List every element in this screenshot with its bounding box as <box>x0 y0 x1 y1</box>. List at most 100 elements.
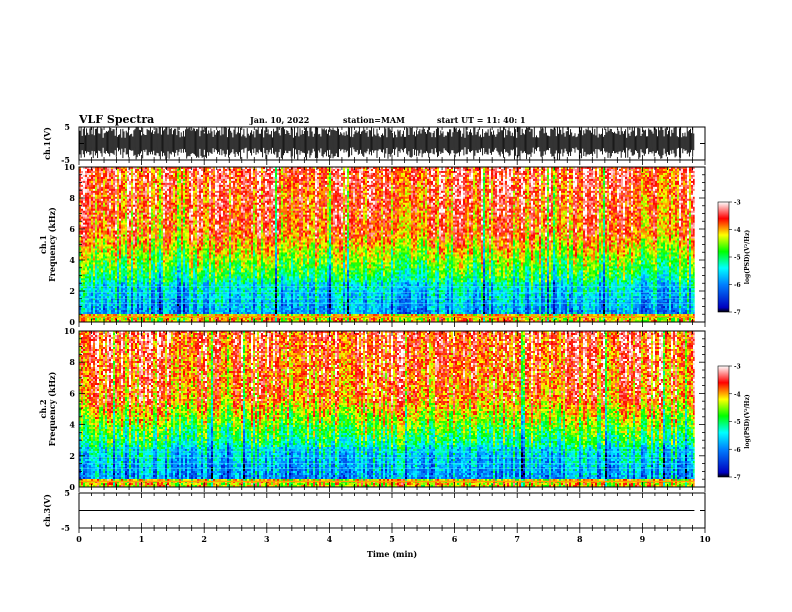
heat-cell <box>187 185 189 187</box>
heat-cell <box>143 185 145 187</box>
heat-cell <box>141 223 143 225</box>
heat-cell <box>99 272 101 274</box>
heat-cell <box>121 308 123 310</box>
heat-cell <box>85 233 87 235</box>
heat-cell <box>183 294 185 296</box>
heat-cell <box>171 179 173 181</box>
heat-cell <box>113 264 115 266</box>
heat-cell <box>143 241 145 243</box>
heat-cell <box>195 272 197 274</box>
heat-cell <box>101 205 103 207</box>
heat-cell <box>189 173 191 175</box>
heat-cell <box>89 173 91 175</box>
heat-cell <box>117 191 119 193</box>
heat-cell <box>135 276 137 278</box>
heat-cell <box>181 308 183 310</box>
heat-cell <box>81 195 83 197</box>
heat-cell <box>165 306 167 308</box>
heat-cell <box>171 245 173 247</box>
heat-cell <box>85 191 87 193</box>
heat-cell <box>109 209 111 211</box>
heat-cell <box>161 203 163 205</box>
heat-cell <box>181 185 183 187</box>
heat-cell <box>97 187 99 189</box>
heat-cell <box>185 217 187 219</box>
heat-cell <box>93 223 95 225</box>
heat-cell <box>157 290 159 292</box>
heat-cell <box>167 310 169 312</box>
heat-cell <box>145 290 147 292</box>
heat-cell <box>177 276 179 278</box>
heat-cell <box>83 191 85 193</box>
heat-cell <box>91 254 93 256</box>
heat-cell <box>85 250 87 252</box>
heat-cell <box>121 187 123 189</box>
heat-cell <box>95 290 97 292</box>
heat-cell <box>87 312 89 314</box>
heat-cell <box>103 211 105 213</box>
heat-cell <box>189 250 191 252</box>
heat-cell <box>133 256 135 258</box>
heat-cell <box>113 179 115 181</box>
heat-cell <box>143 264 145 266</box>
heat-cell <box>147 260 149 262</box>
heat-cell <box>133 219 135 221</box>
heat-cell <box>133 243 135 245</box>
heat-cell <box>97 233 99 235</box>
heat-cell <box>143 181 145 183</box>
heat-cell <box>121 193 123 195</box>
heat-cell <box>101 272 103 274</box>
heat-cell <box>187 187 189 189</box>
heat-cell <box>99 241 101 243</box>
heat-cell <box>105 282 107 284</box>
heat-cell <box>125 274 127 276</box>
heat-cell <box>137 177 139 179</box>
heat-cell <box>105 239 107 241</box>
heat-cell <box>183 171 185 173</box>
heat-cell <box>121 254 123 256</box>
heat-cell <box>117 189 119 191</box>
heat-cell <box>95 183 97 185</box>
heat-cell <box>157 195 159 197</box>
heat-cell <box>157 258 159 260</box>
heat-cell <box>135 274 137 276</box>
heat-cell <box>145 191 147 193</box>
heat-cell <box>89 197 91 199</box>
heat-cell <box>103 175 105 177</box>
heat-cell <box>137 173 139 175</box>
heat-cell <box>133 290 135 292</box>
heat-cell <box>109 183 111 185</box>
heat-cell <box>149 201 151 203</box>
heat-cell <box>157 243 159 245</box>
heat-cell <box>143 268 145 270</box>
heat-cell <box>141 191 143 193</box>
heat-cell <box>111 197 113 199</box>
heat-cell <box>99 217 101 219</box>
heat-cell <box>85 239 87 241</box>
heat-cell <box>83 312 85 314</box>
heat-cell <box>183 258 185 260</box>
heat-cell <box>175 296 177 298</box>
heat-cell <box>157 310 159 312</box>
heat-cell <box>195 231 197 233</box>
heat-cell <box>131 203 133 205</box>
heat-cell <box>95 264 97 266</box>
heat-cell <box>117 246 119 248</box>
heat-cell <box>97 310 99 312</box>
heat-cell <box>187 260 189 262</box>
heat-cell <box>139 223 141 225</box>
heat-cell <box>125 231 127 233</box>
heat-cell <box>173 207 175 209</box>
heat-cell <box>195 169 197 171</box>
heat-cell <box>147 264 149 266</box>
heat-cell <box>85 225 87 227</box>
heat-cell <box>149 260 151 262</box>
heat-cell <box>119 248 121 250</box>
heat-cell <box>163 197 165 199</box>
heat-cell <box>175 318 177 320</box>
heat-cell <box>111 318 113 320</box>
heat-cell <box>179 199 181 201</box>
heat-cell <box>135 268 137 270</box>
heat-cell <box>129 171 131 173</box>
heat-cell <box>157 241 159 243</box>
